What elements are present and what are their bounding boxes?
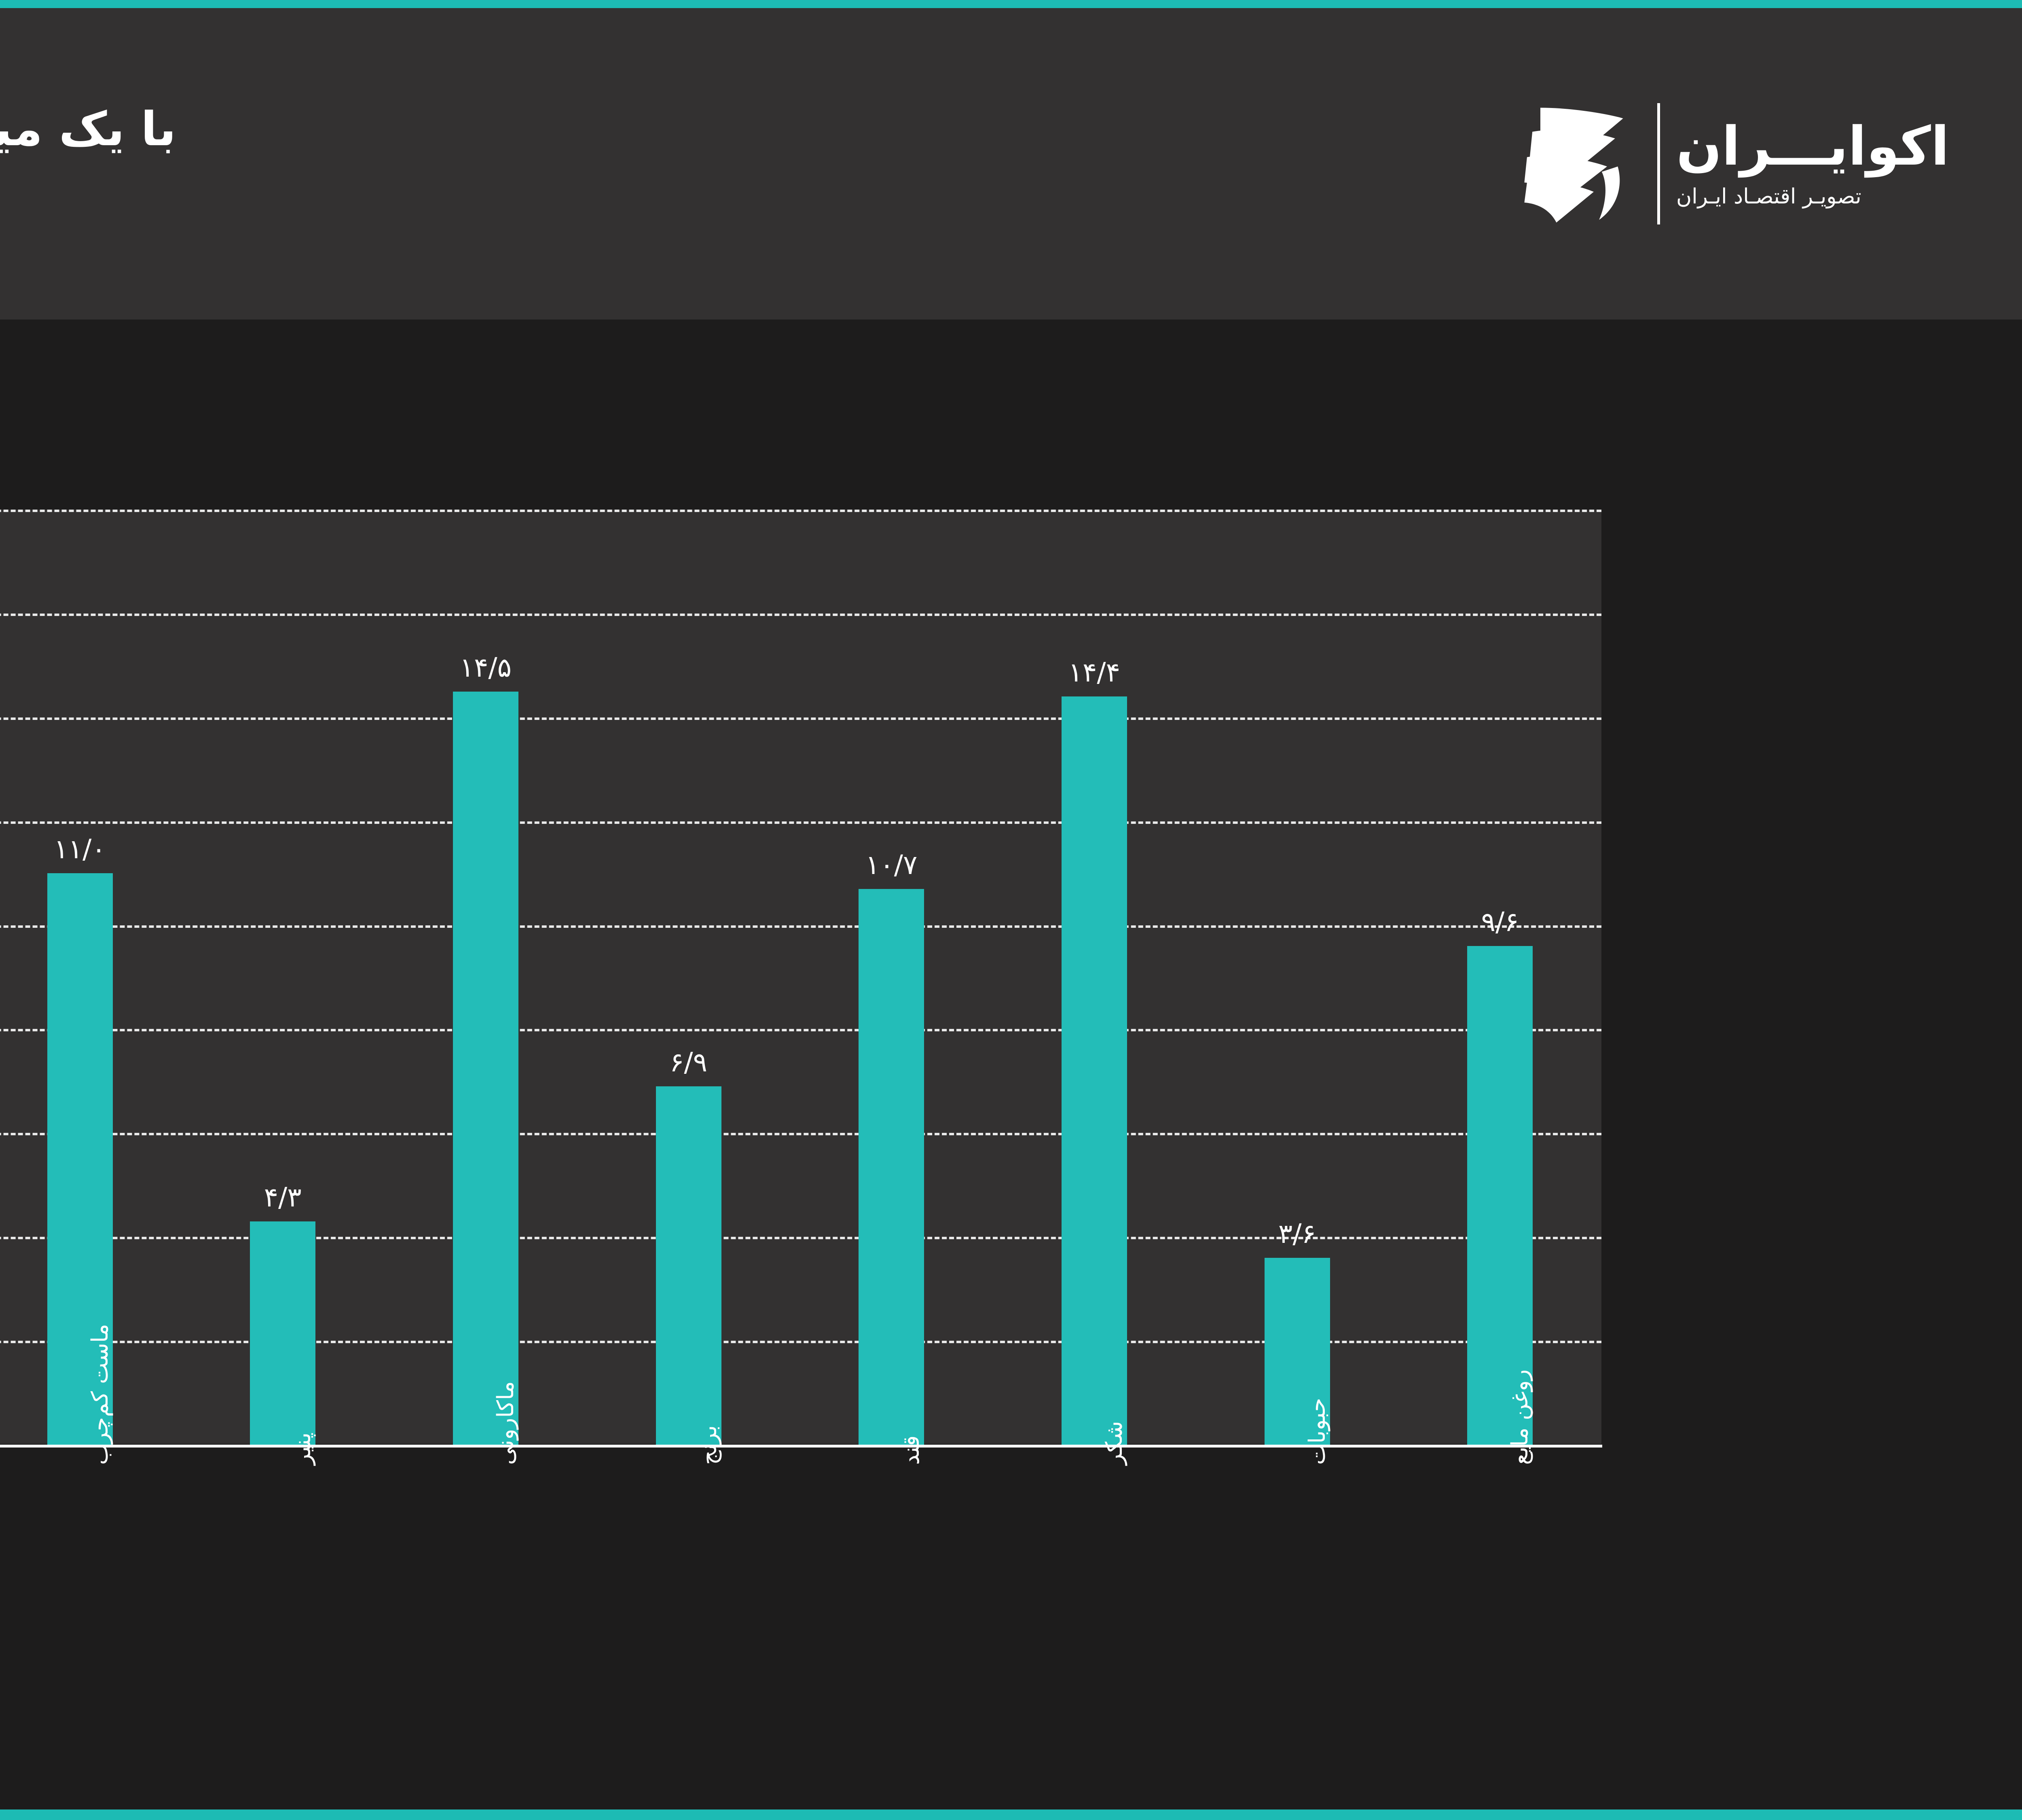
bar-value-label: ۱۴/۴ [1068, 657, 1121, 688]
top-accent-strip [0, 0, 2022, 8]
bar-slot[interactable]: ۱۴/۵ [453, 510, 518, 1445]
bar-value-label: ۴/۳ [264, 1181, 302, 1213]
eco-iran-wing-logo-icon [1524, 108, 1623, 223]
bar[interactable] [47, 873, 113, 1445]
gridline [0, 821, 1601, 824]
bar-value-label: ۱۴/۵ [459, 652, 512, 683]
bar-slot[interactable]: ۶/۹ [656, 510, 721, 1445]
bar[interactable] [1264, 1257, 1330, 1445]
gridline [0, 1133, 1601, 1136]
bar[interactable] [453, 691, 518, 1445]
bar-value-label: ۹/۶ [1481, 906, 1519, 938]
bar-slot[interactable]: ۱۱/۰ [47, 510, 113, 1445]
bar-slot[interactable]: ۹/۶ [1467, 510, 1533, 1445]
x-axis-category-label: پنیر [290, 1432, 316, 1465]
bar-value-label: ۶/۹ [669, 1046, 708, 1078]
x-axis-category-label: قند [898, 1435, 925, 1465]
x-axis-category-label: شکر [1101, 1421, 1127, 1465]
bar-slot[interactable]: ۳/۶ [1264, 510, 1330, 1445]
title-block: با یک میلیون تومان تومان چقدر از هر کالا… [0, 97, 176, 231]
x-axis-line [0, 1445, 1602, 1448]
bar-slot[interactable]: ۴/۳ [250, 510, 316, 1445]
x-axis-category-label: ماکارونی [492, 1381, 519, 1465]
bar-slot[interactable]: ۱۴/۴ [1061, 510, 1127, 1445]
brand-lockup: اکوایـــران تصویـر اقتصـاد ایـران [1500, 97, 1949, 231]
x-axis-category-label: ماست کم‌چرب [87, 1324, 113, 1465]
chart-area: ۱۸۱۶۱۴۱۲۱۰۸۶۴۲۰ ۱/۱۶/۷۷/۹۱۵/۳۱۱/۰۴/۳۱۴/۵… [0, 320, 2022, 1820]
bar[interactable] [859, 889, 924, 1445]
bar[interactable] [656, 1086, 721, 1445]
bar[interactable] [1061, 696, 1127, 1445]
brand-text-block: اکوایـــران تصویـر اقتصـاد ایـران [1676, 115, 1949, 210]
gridline [0, 510, 1601, 512]
x-axis-category-label: برنج [695, 1425, 722, 1465]
brand-tagline: تصویـر اقتصـاد ایـران [1676, 184, 1861, 209]
x-axis-category-label: روغن مایع [1507, 1369, 1533, 1465]
bar-value-label: ۳/۶ [1278, 1218, 1316, 1249]
bar[interactable] [1467, 946, 1533, 1445]
brand-name: اکوایـــران [1676, 115, 1949, 178]
bar-slot[interactable]: ۱۰/۷ [859, 510, 924, 1445]
gridlines [0, 510, 1601, 1444]
bar-value-label: ۱۱/۰ [54, 834, 106, 865]
bar-series: ۱/۱۶/۷۷/۹۱۵/۳۱۱/۰۴/۳۱۴/۵۶/۹۱۰/۷۱۴/۴۳/۶۹/… [0, 510, 1601, 1445]
brand-divider [1657, 103, 1660, 224]
gridline [0, 1237, 1601, 1240]
gridline [0, 1029, 1601, 1032]
chart-title: با یک میلیون تومان تومان چقدر از هر کالا… [0, 102, 176, 157]
gridline [0, 1341, 1601, 1344]
bar-value-label: ۱۰/۷ [865, 849, 918, 880]
gridline [0, 613, 1601, 616]
bar[interactable] [250, 1221, 316, 1445]
header-bar: اکوایـــران تصویـر اقتصـاد ایـران با یک … [0, 8, 2022, 320]
x-axis-category-label: حبوبات [1304, 1398, 1330, 1465]
gridline [0, 717, 1601, 720]
bottom-accent-strip [0, 1809, 2022, 1820]
gridline [0, 925, 1601, 928]
